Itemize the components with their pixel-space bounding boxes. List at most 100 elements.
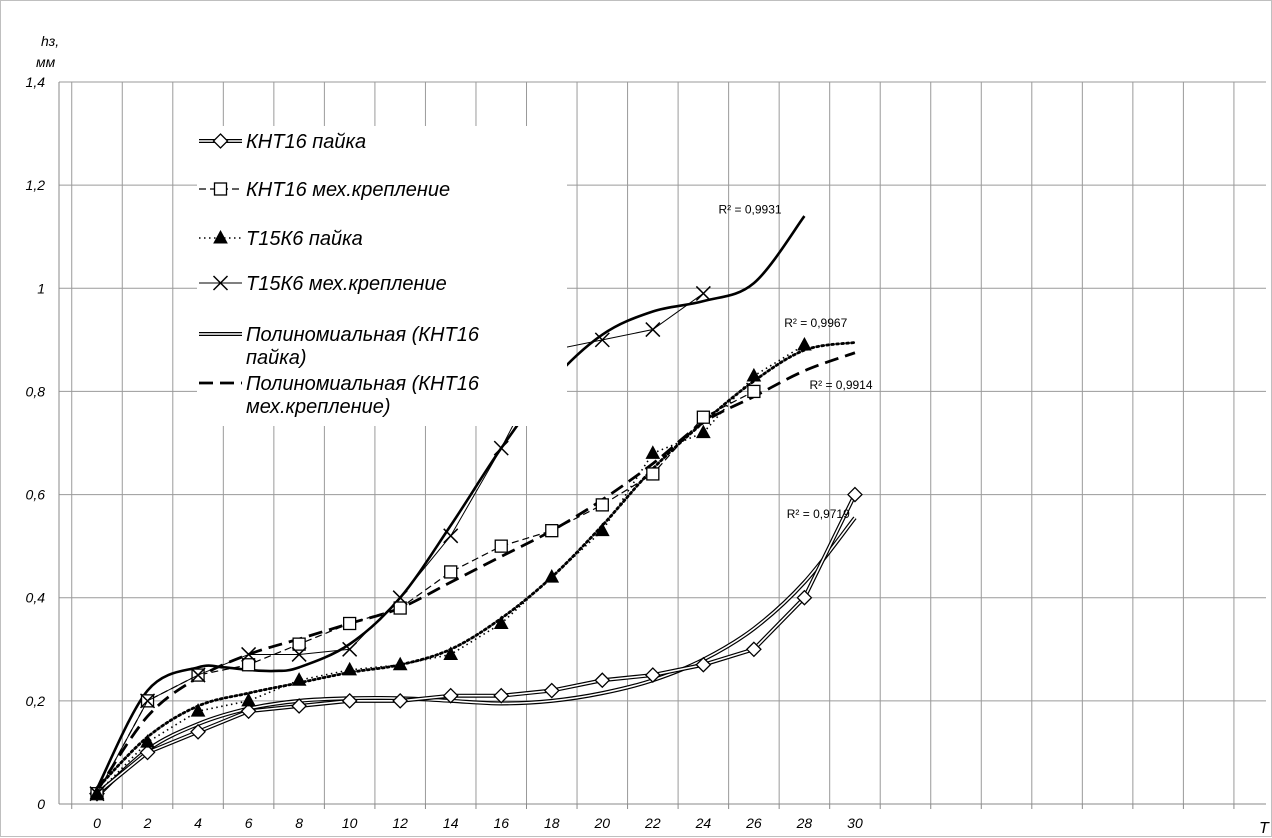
legend-background xyxy=(197,126,567,426)
data-point-x xyxy=(392,590,408,606)
x-tick-label: 6 xyxy=(245,815,253,831)
data-point-triangle xyxy=(746,367,762,382)
data-point-x xyxy=(241,646,257,662)
data-point-diamond xyxy=(392,692,409,709)
x-tick-label: 18 xyxy=(544,815,560,831)
legend-marker-s4 xyxy=(212,275,229,291)
y-tick-label: 0 xyxy=(37,796,45,812)
data-point-x xyxy=(695,285,711,301)
y-axis-title-line1: hз, xyxy=(41,33,59,49)
x-axis-title: T xyxy=(1259,820,1270,837)
x-tick-label: 4 xyxy=(194,815,202,831)
labels: R² = 0,9931 R² = 0,9967 R² = 0,9914 R² = 0,… xyxy=(719,203,873,521)
data-point-triangle xyxy=(291,672,307,686)
data-point-diamond xyxy=(543,682,560,699)
data-point-diamond xyxy=(847,486,863,503)
data-point-diamond xyxy=(190,723,206,740)
x-tick-label: 10 xyxy=(342,815,358,831)
data-point-square xyxy=(595,498,609,512)
data-point-diamond xyxy=(796,589,813,606)
data-point-square xyxy=(646,467,660,481)
data-point-square xyxy=(494,539,508,553)
data-point-x xyxy=(443,528,459,544)
x-tick-label: 30 xyxy=(847,815,863,831)
legend-label-t2: Полиномиальная (КНТ16 xyxy=(246,373,480,395)
data-point-triangle xyxy=(443,646,459,660)
data-point-diamond xyxy=(240,703,257,720)
data-point-x xyxy=(493,440,509,456)
data-point-triangle xyxy=(696,424,711,439)
legend-label-s1: КНТ16 пайка xyxy=(246,131,366,153)
data-point-triangle xyxy=(493,615,509,629)
y-tick-label: 1,4 xyxy=(26,74,46,90)
y-tick-label: 0,8 xyxy=(26,383,46,399)
data-point-triangle xyxy=(241,692,256,707)
data-point-x xyxy=(342,641,358,657)
y-axis-title-line2: мм xyxy=(36,54,56,70)
data-point-triangle xyxy=(797,336,812,351)
data-point-diamond xyxy=(291,698,308,714)
x-tick-label: 14 xyxy=(443,815,459,831)
data-point-diamond xyxy=(493,687,510,704)
r2-label: R² = 0,9719 xyxy=(787,507,850,521)
y-tick-label: 0,6 xyxy=(26,487,46,503)
data-point-x xyxy=(89,786,105,802)
x-tick-label: 20 xyxy=(594,815,611,831)
data-point-triangle xyxy=(544,569,560,583)
data-point-diamond xyxy=(341,692,358,709)
data-point-diamond xyxy=(695,656,712,673)
data-point-triangle xyxy=(645,445,661,459)
data-point-triangle xyxy=(342,661,357,676)
x-tick-label: 2 xyxy=(143,815,152,831)
legend-marker-s3 xyxy=(213,229,228,244)
legend-marker-s1 xyxy=(212,133,229,149)
data-point-triangle xyxy=(190,703,206,717)
data-point-square xyxy=(444,565,458,579)
x-tick-label: 22 xyxy=(644,815,661,831)
data-point-diamond xyxy=(442,687,459,704)
data-point-x xyxy=(291,646,307,662)
r2-label: R² = 0,9914 xyxy=(809,378,872,392)
series xyxy=(89,285,863,802)
data-point-square xyxy=(342,616,357,631)
r2-label: R² = 0,9931 xyxy=(719,203,782,217)
legend-marker-s2 xyxy=(213,182,228,196)
x-tick-label: 8 xyxy=(295,815,303,831)
series-line-2 xyxy=(96,390,755,794)
data-point-x xyxy=(645,322,661,338)
data-point-square xyxy=(241,658,256,672)
y-tick-label: 0,4 xyxy=(26,590,46,606)
axes: 00,20,40,60,811,21,40 2 4 6 8 10 12 14 16 18 20 22 2… xyxy=(26,33,1270,837)
trendline-2 xyxy=(95,351,856,792)
y-tick-label: 0,2 xyxy=(26,693,46,709)
legend: КНТ16 пайка КНТ16 мех.крепление Т15К6 пайк… xyxy=(197,126,567,426)
legend-label-s3: Т15К6 пайка xyxy=(246,228,363,250)
y-tick-label: 1 xyxy=(37,280,45,296)
x-tick-label: 16 xyxy=(493,815,509,831)
legend-label-s4: Т15К6 мех.крепление xyxy=(246,273,447,295)
data-point-diamond xyxy=(644,667,661,683)
data-point-x xyxy=(190,667,206,683)
legend-label-t1: пайка) xyxy=(246,347,306,369)
r2-label: R² = 0,9967 xyxy=(784,316,847,330)
x-tick-label: 12 xyxy=(392,815,408,831)
x-tick-label: 26 xyxy=(745,815,762,831)
data-point-diamond xyxy=(139,744,156,761)
data-point-triangle xyxy=(594,522,610,537)
x-tick-label: 24 xyxy=(695,815,712,831)
data-point-triangle xyxy=(392,656,408,671)
data-point-square xyxy=(696,410,711,424)
data-point-square xyxy=(747,384,761,399)
legend-label-t2: мех.крепление) xyxy=(246,396,391,418)
legend-label-s2: КНТ16 мех.крепление xyxy=(246,179,450,201)
data-point-x xyxy=(139,693,156,709)
x-tick-label: 28 xyxy=(796,815,813,831)
trendline-1-inner xyxy=(96,517,856,797)
x-tick-label: 0 xyxy=(93,815,101,831)
data-point-square xyxy=(292,637,306,651)
data-point-square xyxy=(545,524,559,538)
data-point-x xyxy=(594,332,610,348)
data-point-diamond xyxy=(594,672,611,689)
